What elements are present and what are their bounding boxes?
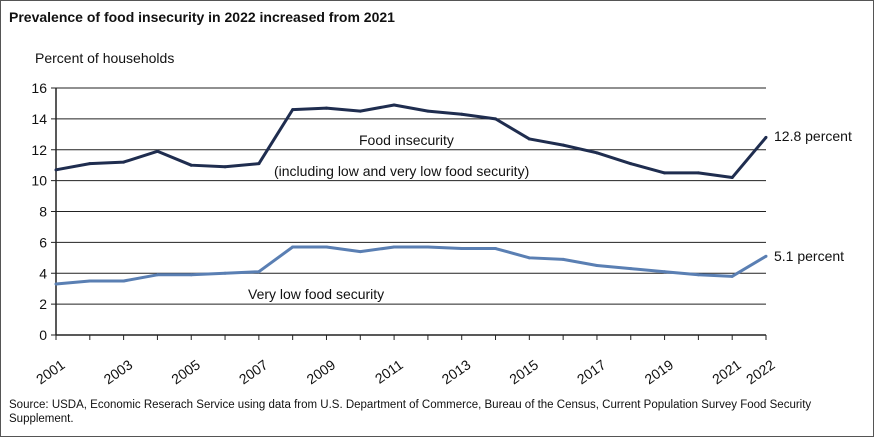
x-tick-label: 2005 — [168, 356, 203, 387]
x-tick-label: 2013 — [439, 356, 474, 387]
data-point — [764, 254, 768, 258]
end-label-very-low: 5.1 percent — [774, 248, 844, 264]
data-point — [324, 245, 328, 249]
data-point — [629, 267, 633, 271]
data-point — [527, 137, 531, 141]
data-point — [595, 264, 599, 268]
x-tick-label: 2019 — [642, 356, 677, 387]
series-line-food-insecurity — [55, 103, 768, 180]
y-tick-label: 4 — [39, 265, 47, 281]
data-point — [629, 162, 633, 166]
x-tick-label: 2022 — [743, 356, 778, 387]
x-tick-label: 2021 — [709, 356, 744, 387]
y-tick-label: 14 — [31, 111, 47, 127]
data-point — [358, 109, 362, 113]
series-line-very-low-food-security — [55, 245, 767, 286]
data-point — [54, 282, 58, 286]
x-tick-label: 2009 — [303, 356, 338, 387]
data-point — [460, 247, 464, 251]
data-point — [730, 176, 734, 180]
x-tick-label: 2017 — [574, 356, 609, 387]
data-point — [561, 257, 565, 261]
x-tick-label: 2011 — [372, 356, 406, 386]
data-point — [155, 273, 159, 277]
data-point — [189, 163, 193, 167]
y-tick-label: 2 — [39, 296, 47, 312]
data-point — [764, 135, 768, 139]
y-tick-label: 0 — [39, 327, 47, 343]
data-point — [257, 162, 261, 166]
y-tick-label: 12 — [31, 142, 47, 158]
data-point — [561, 143, 565, 147]
data-point — [595, 151, 599, 155]
data-point — [663, 171, 667, 175]
plot-area: 0 2 4 6 8 10 12 14 16 2001 2003 2005 2007 2009 2011 201… — [31, 80, 852, 387]
data-point — [155, 149, 159, 153]
data-point — [88, 279, 92, 283]
data-point — [696, 273, 700, 277]
data-point — [527, 256, 531, 260]
data-point — [223, 165, 227, 169]
chart-title: Prevalence of food insecurity in 2022 in… — [9, 9, 395, 25]
data-point — [291, 108, 295, 112]
food-insecurity-sublabel: (including low and very low food securit… — [274, 163, 529, 179]
x-tick-label: 2001 — [33, 356, 68, 387]
data-point — [426, 109, 430, 113]
data-point — [324, 106, 328, 110]
x-tick-label: 2007 — [236, 356, 271, 387]
y-tick-label: 6 — [39, 234, 47, 250]
y-tick-label: 16 — [31, 80, 47, 96]
data-point — [663, 270, 667, 274]
data-point — [291, 245, 295, 249]
data-point — [358, 250, 362, 254]
data-point — [54, 168, 58, 172]
y-tick-label: 10 — [31, 173, 47, 189]
data-point — [730, 274, 734, 278]
end-label-food-insecurity: 12.8 percent — [774, 128, 852, 144]
data-point — [189, 273, 193, 277]
x-tick-label: 2015 — [506, 356, 541, 387]
data-point — [223, 271, 227, 275]
data-point — [494, 247, 498, 251]
data-point — [88, 162, 92, 166]
y-axis-label: Percent of households — [35, 50, 175, 66]
data-point — [494, 117, 498, 121]
very-low-label: Very low food security — [248, 286, 384, 302]
food-insecurity-label: Food insecurity — [359, 132, 454, 148]
x-tick-label: 2003 — [101, 356, 136, 387]
data-point — [426, 245, 430, 249]
data-point — [122, 279, 126, 283]
data-point — [460, 112, 464, 116]
source-note: Source: USDA, Economic Reserach Service … — [9, 399, 812, 425]
data-point — [257, 270, 261, 274]
y-tick-label: 8 — [39, 204, 47, 220]
data-point — [122, 160, 126, 164]
data-point — [696, 171, 700, 175]
data-point — [392, 245, 396, 249]
data-point — [392, 103, 396, 107]
